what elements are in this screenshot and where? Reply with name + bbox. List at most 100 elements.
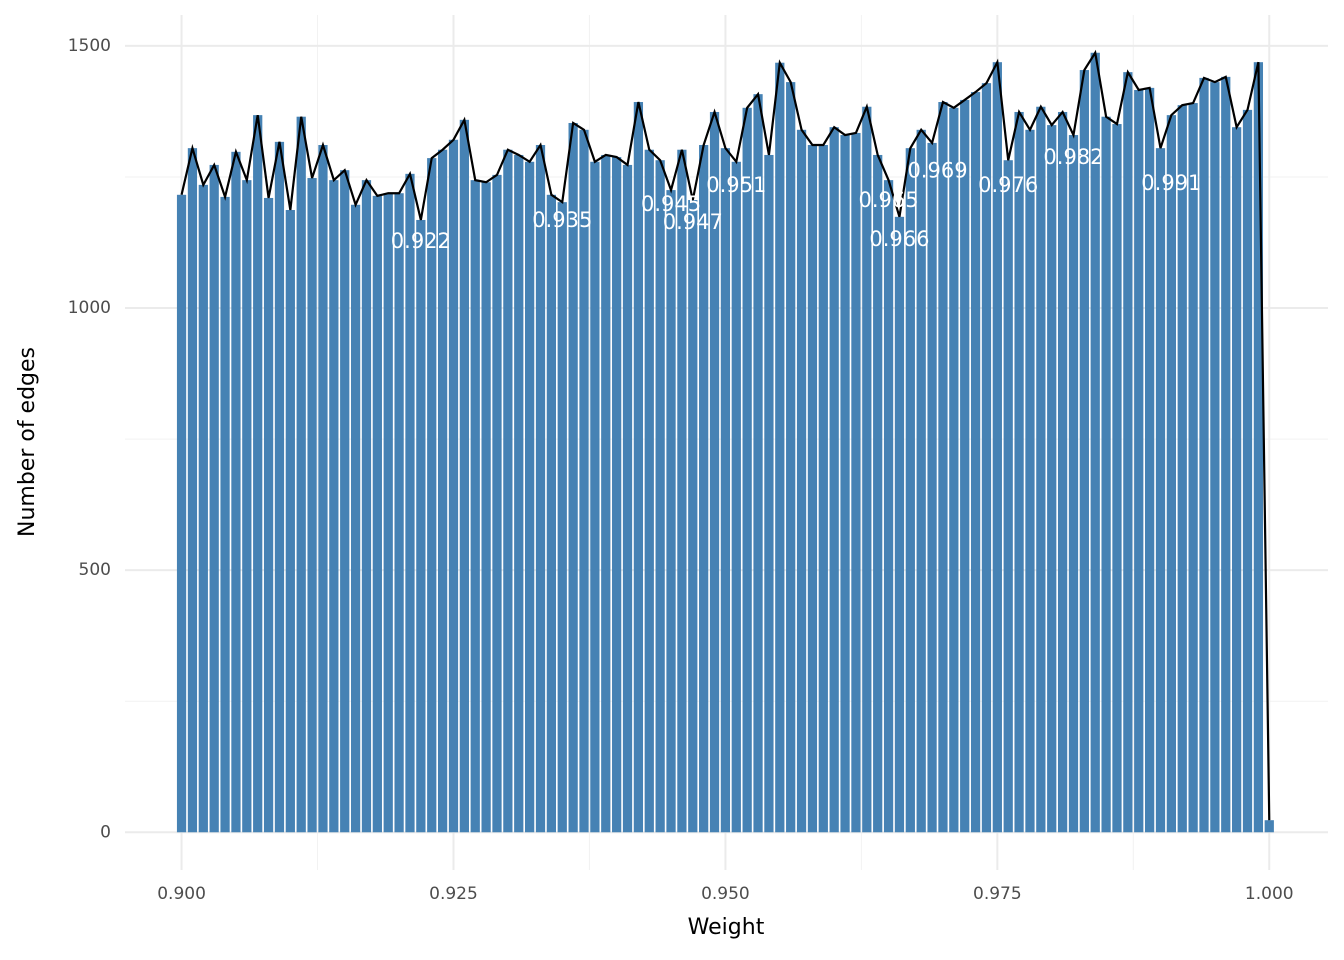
annotation: 0.966 — [869, 227, 929, 251]
x-tick-label: 0.900 — [157, 884, 206, 904]
bar — [786, 82, 796, 833]
bar — [1025, 129, 1035, 833]
bar — [1264, 820, 1274, 833]
bar — [612, 157, 622, 833]
bar — [1221, 76, 1231, 833]
bar — [938, 102, 948, 833]
bar — [699, 145, 709, 833]
bar — [1166, 115, 1176, 833]
bar — [253, 115, 263, 833]
bar — [503, 149, 513, 833]
y-axis-title: Number of edges — [15, 347, 40, 537]
bar — [220, 196, 230, 833]
bar — [1014, 111, 1024, 833]
bar — [775, 62, 785, 833]
bar — [481, 182, 491, 833]
bar — [720, 148, 731, 833]
bar — [448, 139, 459, 833]
bar — [405, 173, 415, 833]
bar — [459, 119, 469, 833]
bar — [350, 204, 361, 833]
bar — [492, 174, 502, 833]
bar — [383, 193, 393, 833]
annotation: 0.922 — [391, 229, 451, 253]
bar — [677, 149, 687, 833]
bar — [437, 149, 448, 833]
y-tick-label: 1000 — [68, 298, 111, 318]
bar — [796, 129, 807, 833]
bar — [176, 194, 187, 833]
bar — [873, 154, 883, 833]
annotation: 0.976 — [978, 173, 1038, 197]
bar — [851, 132, 861, 833]
bar — [807, 145, 818, 833]
bar — [1210, 82, 1220, 833]
bar — [1036, 106, 1046, 833]
bar — [840, 135, 850, 833]
bar — [622, 164, 633, 833]
bar — [1232, 127, 1242, 833]
bar — [1144, 87, 1155, 833]
bar — [1199, 77, 1209, 833]
bar — [905, 148, 915, 833]
x-tick-label: 0.925 — [429, 884, 478, 904]
x-tick-label: 0.975 — [973, 884, 1022, 904]
bar — [470, 180, 480, 833]
bar — [970, 92, 981, 833]
bar — [633, 102, 644, 833]
bar — [1057, 111, 1068, 833]
bar — [427, 158, 437, 833]
bar — [1177, 105, 1187, 833]
bar — [644, 149, 654, 833]
bar — [296, 116, 306, 833]
bar — [655, 160, 665, 833]
line — [180, 49, 1271, 821]
bar — [372, 195, 382, 833]
bar — [949, 107, 959, 833]
y-tick-label: 1500 — [68, 36, 111, 56]
annotation: 0.969 — [907, 159, 967, 183]
bar — [927, 142, 937, 833]
bar — [416, 219, 426, 833]
bar — [992, 62, 1002, 833]
bar — [818, 145, 828, 833]
bar — [307, 178, 317, 833]
bar — [557, 202, 567, 833]
bar — [1003, 160, 1013, 833]
bar — [894, 216, 905, 833]
bar — [916, 129, 926, 833]
bar — [1090, 52, 1100, 833]
bar — [231, 151, 241, 833]
bar — [361, 180, 372, 833]
bar — [1068, 135, 1079, 833]
bar — [590, 161, 600, 833]
bar — [525, 161, 535, 833]
bar — [829, 127, 839, 833]
bar — [1253, 62, 1264, 833]
annotation: 0.991 — [1141, 171, 1201, 195]
annotation: 0.982 — [1043, 145, 1103, 169]
bar — [666, 190, 676, 833]
bar — [601, 154, 611, 833]
bar — [688, 200, 698, 833]
bar — [546, 194, 557, 833]
bar — [1112, 124, 1122, 833]
bar — [1155, 148, 1166, 833]
bar — [274, 141, 285, 833]
bar — [731, 161, 741, 833]
bar — [709, 111, 720, 833]
x-axis-title: Weight — [688, 915, 765, 940]
bar — [1242, 109, 1253, 833]
bar — [981, 83, 992, 833]
annotation: 0.951 — [706, 173, 766, 197]
y-tick-label: 0 — [100, 822, 111, 842]
bar — [187, 148, 198, 833]
annotation: 0.947 — [663, 210, 723, 234]
bar — [209, 164, 219, 833]
bar — [753, 94, 763, 833]
bar — [1101, 116, 1111, 833]
bar — [535, 145, 546, 833]
x-tick-label: 1.000 — [1245, 884, 1294, 904]
annotation: 0.945 — [641, 192, 701, 216]
